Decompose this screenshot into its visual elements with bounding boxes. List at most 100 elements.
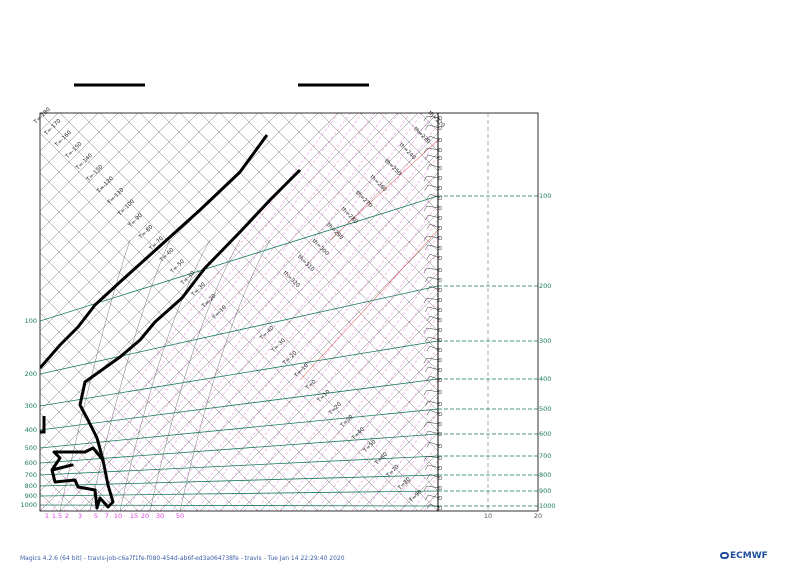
mixing-ratio-label: 2 <box>65 512 69 520</box>
ecmwf-logo: ECMWF <box>720 551 768 561</box>
dry-adiabat-line <box>680 113 800 533</box>
saturated-adiabat-line <box>149 239 241 511</box>
isotherm-line <box>520 91 800 511</box>
isotherm-label: T=-160 <box>53 129 73 149</box>
wind-barb <box>424 244 443 251</box>
isotherm-line <box>720 91 800 511</box>
isotherm-label: T=-180 <box>32 106 52 126</box>
dry-adiabat-line <box>40 113 438 511</box>
mixing-ratio-line <box>303 331 438 511</box>
isotherm-label: T=-90 <box>127 212 144 229</box>
dry-adiabat-line <box>560 113 800 533</box>
wind-barb <box>424 184 443 191</box>
surface-segment <box>40 416 46 434</box>
dry-adiabat-line <box>40 172 379 511</box>
ecmwf-logo-icon <box>720 552 729 559</box>
dry-adiabat-line <box>339 113 438 212</box>
pressure-tick-label-left: 300 <box>25 402 37 410</box>
isotherm-line <box>600 91 800 511</box>
mixing-ratio-label: 50 <box>176 512 184 520</box>
mixing-ratio-line <box>327 363 438 511</box>
isobar-line <box>40 490 438 497</box>
mixing-ratio-line <box>544 111 800 511</box>
isotherm-line <box>59 132 438 511</box>
saturated-adiabat-line <box>119 239 211 511</box>
isotherm-line <box>440 91 800 511</box>
theta-label: th=290 <box>325 222 344 241</box>
isotherm-label: T=-170 <box>43 118 63 138</box>
pressure-tick-label-right: 600 <box>539 430 551 438</box>
wind-barb <box>423 485 443 492</box>
isotherm-line <box>40 113 399 472</box>
isotherm-line <box>40 113 159 232</box>
dry-adiabat-line <box>40 292 259 511</box>
dry-adiabat-line <box>460 113 800 533</box>
isotherm-line <box>419 492 438 511</box>
dry-adiabat-line <box>0 113 20 533</box>
pressure-tick-label-right: 800 <box>539 471 551 479</box>
dry-adiabat-line <box>199 113 438 352</box>
dry-adiabat-line <box>700 113 800 533</box>
dry-adiabat-line <box>40 412 139 511</box>
isotherm-line <box>299 372 438 511</box>
pressure-tick-label-left: 900 <box>25 492 37 500</box>
theta-label: th=250 <box>383 158 402 177</box>
isotherm-line <box>780 91 800 511</box>
dry-adiabat-line <box>399 113 438 152</box>
dewpoint-profile <box>50 168 302 510</box>
pressure-tick-label-left: 600 <box>25 459 37 467</box>
wind-barb <box>423 327 443 334</box>
isotherm-line <box>480 91 800 511</box>
pressure-tick-label-left: 100 <box>25 317 37 325</box>
mixing-ratio-line <box>171 155 438 511</box>
isotherm-line <box>139 212 438 511</box>
dry-adiabat-line <box>219 113 438 332</box>
dry-adiabat-line <box>139 113 438 412</box>
isotherm-line <box>40 113 419 492</box>
wind-speed-label: 10 <box>484 512 492 520</box>
isotherm-line <box>40 113 379 452</box>
isotherm-line <box>79 152 438 511</box>
isobar-line <box>40 474 438 487</box>
isotherm-line <box>40 113 179 252</box>
isotherm-line <box>399 472 438 511</box>
isotherm-line <box>560 91 800 511</box>
wind-barb <box>423 357 443 364</box>
dry-adiabat-line <box>40 312 239 511</box>
isotherm-line <box>339 412 438 511</box>
mixing-ratio-label: 3 <box>78 512 82 520</box>
wind-barb <box>423 235 443 242</box>
dry-adiabat-line <box>40 332 219 511</box>
pressure-tick-label-right: 900 <box>539 487 551 495</box>
isotherm-line <box>760 91 800 511</box>
isotherm-line <box>40 113 99 172</box>
mixing-ratio-line <box>159 139 438 511</box>
isotherm-line <box>0 91 20 511</box>
isotherm-line <box>40 113 319 392</box>
isobar-line <box>40 195 438 322</box>
saturated-adiabat-line <box>179 239 271 511</box>
mixing-ratio-line <box>399 459 438 511</box>
red-reference-line <box>329 139 438 241</box>
mixing-ratio-line <box>219 219 438 511</box>
mixing-ratio-line <box>40 113 339 511</box>
dry-adiabat-line <box>40 132 419 511</box>
mixing-ratio-line <box>520 111 800 511</box>
mixing-ratio-line <box>508 111 800 511</box>
isotherm-line <box>740 91 800 511</box>
dry-adiabat-line <box>79 113 438 472</box>
red-reference-line <box>299 229 438 381</box>
dry-adiabat-line <box>299 113 438 252</box>
wind-barb <box>423 389 443 396</box>
dry-adiabat-line <box>640 113 800 533</box>
mixing-ratio-line <box>472 111 772 511</box>
dry-adiabat-line <box>480 113 800 533</box>
mixing-ratio-label: 5 <box>94 512 98 520</box>
dry-adiabat-line <box>99 113 438 452</box>
isotherm-label: T=-110 <box>106 187 126 207</box>
isobar-line <box>40 433 438 464</box>
isotherm-line <box>500 91 800 511</box>
mixing-ratio-line <box>111 113 411 511</box>
isotherm-label: T=30 <box>339 414 355 430</box>
isotherm-line <box>99 172 438 511</box>
